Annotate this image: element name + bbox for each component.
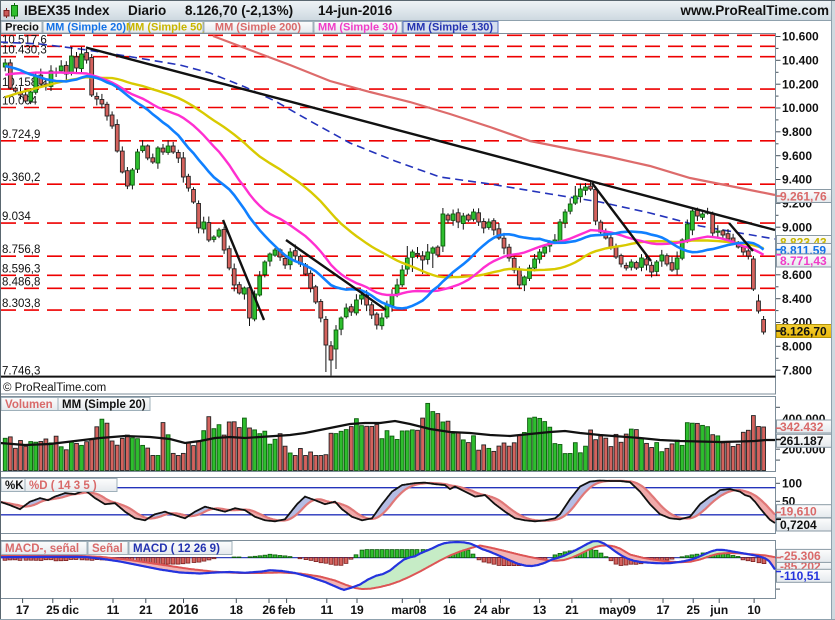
svg-text:9.000: 9.000 <box>782 220 812 234</box>
svg-text:mar: mar <box>391 603 413 617</box>
svg-text:MM (Simple 130): MM (Simple 130) <box>407 22 494 34</box>
svg-text:8.303,8: 8.303,8 <box>2 298 40 310</box>
svg-text:MACD ( 12 26 9): MACD ( 12 26 9) <box>133 543 220 555</box>
svg-text:17: 17 <box>16 603 30 617</box>
svg-text:Precio: Precio <box>5 22 39 34</box>
svg-text:0,7204: 0,7204 <box>780 518 817 532</box>
svg-text:www.ProRealTime.com: www.ProRealTime.com <box>679 3 829 18</box>
svg-text:9.261,76: 9.261,76 <box>780 189 827 203</box>
svg-text:9.360,2: 9.360,2 <box>2 172 40 184</box>
svg-text:19,610: 19,610 <box>780 505 817 519</box>
svg-text:8.000: 8.000 <box>782 340 812 354</box>
svg-text:2016: 2016 <box>168 602 199 617</box>
svg-text:9.800: 9.800 <box>782 125 812 139</box>
svg-text:10.600: 10.600 <box>782 30 819 44</box>
svg-text:26: 26 <box>262 603 276 617</box>
svg-text:9.600: 9.600 <box>782 149 812 163</box>
svg-text:MM (Simple 200): MM (Simple 200) <box>215 22 302 34</box>
svg-text:8.126,70 (-2,13%): 8.126,70 (-2,13%) <box>185 3 293 18</box>
svg-text:8.771,43: 8.771,43 <box>780 254 827 268</box>
svg-text:10.200: 10.200 <box>782 77 819 91</box>
svg-text:8.756,8: 8.756,8 <box>2 244 40 256</box>
svg-text:14-jun-2016: 14-jun-2016 <box>318 3 393 18</box>
svg-text:100: 100 <box>782 477 802 491</box>
svg-text:dic: dic <box>62 603 80 617</box>
svg-text:9.724,9: 9.724,9 <box>2 129 40 141</box>
svg-text:7.746,3: 7.746,3 <box>2 365 40 377</box>
svg-text:19: 19 <box>350 603 364 617</box>
svg-text:jun: jun <box>709 603 728 617</box>
svg-text:9.400: 9.400 <box>782 173 812 187</box>
svg-text:MM (Simple 20): MM (Simple 20) <box>46 22 126 34</box>
svg-text:11: 11 <box>107 603 120 617</box>
svg-text:11: 11 <box>320 603 333 617</box>
svg-text:13: 13 <box>533 603 547 617</box>
svg-text:10.430,3: 10.430,3 <box>2 45 47 57</box>
svg-text:8.600: 8.600 <box>782 268 812 282</box>
svg-text:25: 25 <box>687 603 701 617</box>
svg-text:10.400: 10.400 <box>782 54 819 68</box>
svg-text:261.187: 261.187 <box>780 434 824 448</box>
svg-text:25: 25 <box>46 603 60 617</box>
svg-text:8.126,70: 8.126,70 <box>780 324 827 338</box>
svg-text:09: 09 <box>623 603 637 617</box>
svg-text:Volumen: Volumen <box>5 399 53 411</box>
svg-text:18: 18 <box>230 603 244 617</box>
svg-text:feb: feb <box>278 603 296 617</box>
svg-text:7.800: 7.800 <box>782 363 812 377</box>
svg-text:MM (Simple 30): MM (Simple 30) <box>318 22 398 34</box>
svg-text:MM (Simple 50): MM (Simple 50) <box>126 22 206 34</box>
svg-text:© ProRealTime.com: © ProRealTime.com <box>3 382 106 394</box>
svg-text:21: 21 <box>139 603 153 617</box>
svg-text:-110,51: -110,51 <box>780 569 820 583</box>
svg-text:IBEX35 Index: IBEX35 Index <box>24 3 110 18</box>
svg-text:8.486,8: 8.486,8 <box>2 276 40 288</box>
svg-text:8.400: 8.400 <box>782 292 812 306</box>
svg-text:Diario: Diario <box>128 3 166 18</box>
svg-text:%D ( 14 3 5 ): %D ( 14 3 5 ) <box>29 480 97 492</box>
svg-text:MACD-, señal: MACD-, señal <box>5 543 79 555</box>
svg-text:%K: %K <box>5 480 24 492</box>
svg-text:08: 08 <box>413 603 427 617</box>
svg-text:10.000: 10.000 <box>782 101 819 115</box>
svg-text:9.034: 9.034 <box>2 211 31 223</box>
svg-text:342.432: 342.432 <box>780 420 824 434</box>
svg-text:-25.306: -25.306 <box>780 549 821 563</box>
svg-text:may: may <box>599 603 623 617</box>
svg-text:24: 24 <box>474 603 488 617</box>
svg-text:21: 21 <box>565 603 579 617</box>
svg-text:abr: abr <box>491 603 510 617</box>
svg-text:10: 10 <box>747 603 761 617</box>
svg-text:16: 16 <box>443 603 457 617</box>
svg-text:Señal: Señal <box>92 543 123 555</box>
svg-text:MM (Simple 20): MM (Simple 20) <box>62 399 146 411</box>
svg-text:8.596,3: 8.596,3 <box>2 263 40 275</box>
svg-text:17: 17 <box>656 603 670 617</box>
